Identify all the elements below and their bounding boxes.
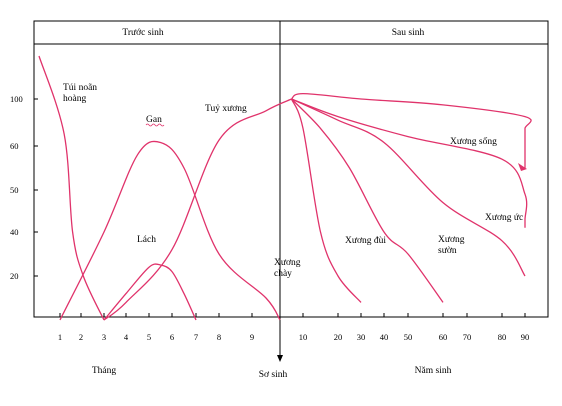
x-tick-label: 6: [170, 332, 174, 342]
series-label: Túi noãn hoàng: [63, 83, 97, 104]
x-tick-label: 50: [404, 332, 413, 342]
series-arrow-head: [518, 163, 527, 171]
label-years: Năm sinh: [415, 366, 452, 376]
series-label: Xương chày: [274, 258, 301, 279]
x-tick-label: 3: [102, 332, 106, 342]
series-label: Gan: [146, 115, 162, 125]
x-tick-label: 90: [521, 332, 530, 342]
x-tick-label: 1: [58, 332, 62, 342]
chart-frame: [33, 20, 549, 318]
series-layer: [38, 55, 532, 321]
series-line: [59, 140, 281, 321]
series-line: [291, 98, 528, 228]
series-label: Lách: [137, 235, 156, 245]
y-tick-label: 20: [10, 271, 19, 281]
x-tick-label: 20: [334, 332, 343, 342]
y-axis-ticks: 100 60 50 40 20: [10, 94, 38, 281]
series-label: Xương sườn: [438, 235, 465, 256]
x-tick-label: 80: [498, 332, 507, 342]
x-tick-label: 4: [124, 332, 129, 342]
y-tick-label: 40: [10, 227, 19, 237]
series-line: [290, 98, 362, 303]
y-tick-label: 100: [10, 94, 23, 104]
y-tick-label: 50: [10, 185, 19, 195]
x-tick-label: 2: [79, 332, 83, 342]
label-underline: [145, 123, 165, 127]
x-tick-label: 9: [250, 332, 254, 342]
header-before-birth: Trước sinh: [122, 28, 163, 38]
x-tick-label: 30: [357, 332, 366, 342]
x-tick-label: 5: [147, 332, 151, 342]
x-tick-label: 7: [194, 332, 198, 342]
series-line: [291, 98, 444, 303]
series-label: Tuỷ xương: [205, 104, 247, 114]
label-birth: Sơ sinh: [259, 370, 288, 380]
x-axis-ticks: 1 2 3 4 5 6 7 8 9 10 20 30 40 50 60 70 80 90: [58, 313, 529, 342]
series-line: [103, 263, 197, 321]
x-tick-label: 40: [380, 332, 389, 342]
birth-arrow-head: [277, 355, 283, 362]
series-label: Xương đùi: [345, 236, 386, 246]
x-tick-label: 60: [439, 332, 448, 342]
label-months: Tháng: [92, 366, 117, 376]
series-labels: Túi noãn hoàng Gan Lách Tuỷ xương Xương chày Xư…: [63, 83, 523, 279]
series-line: [103, 98, 292, 321]
series-line: [291, 92, 532, 168]
series-label: Xương sống: [450, 136, 497, 147]
x-tick-label: 8: [217, 332, 221, 342]
x-tick-label: 10: [299, 332, 308, 342]
series-label: Xương ức: [485, 213, 523, 223]
y-tick-label: 60: [10, 141, 19, 151]
series-line: [38, 55, 105, 321]
header-after-birth: Sau sinh: [392, 28, 425, 38]
series-line: [291, 98, 526, 277]
x-tick-label: 70: [463, 332, 472, 342]
